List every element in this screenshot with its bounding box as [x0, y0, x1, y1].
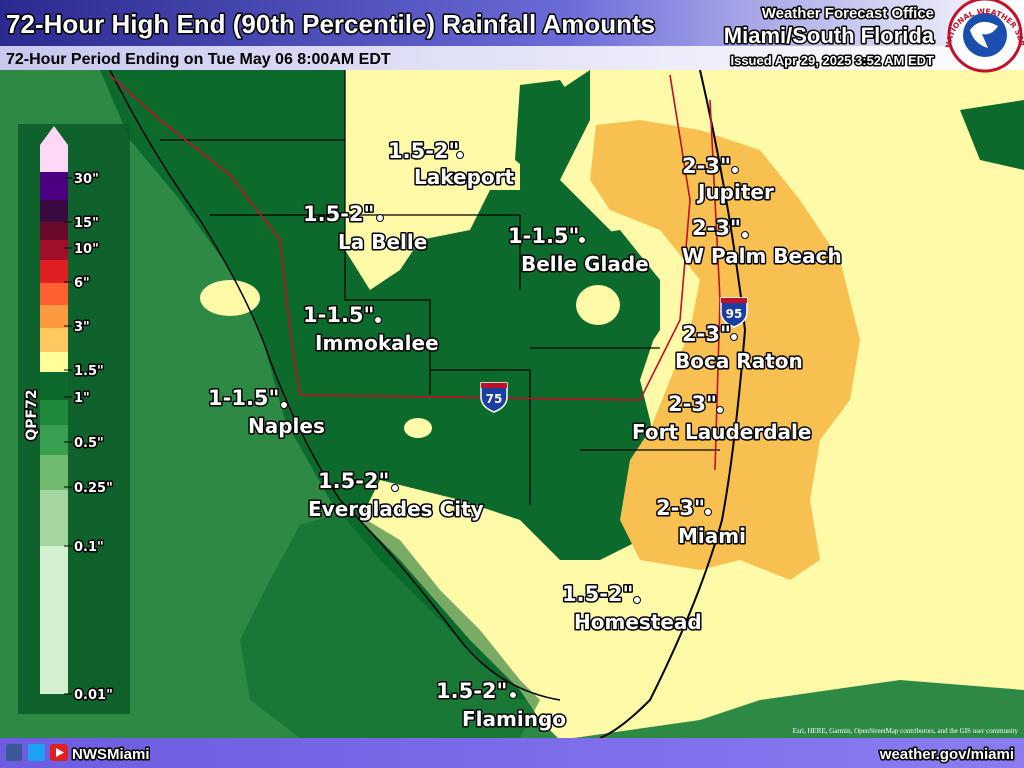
- location-name: Fort Lauderdale: [632, 420, 811, 444]
- location-dot: [704, 508, 712, 516]
- legend-title: QPF72: [24, 389, 40, 440]
- legend-swatch: [40, 222, 68, 240]
- header-bar: [0, 0, 1024, 46]
- legend-swatch: [40, 490, 68, 546]
- twitter-icon[interactable]: [28, 744, 45, 761]
- social-handle[interactable]: NWSMiami: [71, 745, 152, 765]
- legend-label: 0.01": [74, 688, 113, 703]
- location-name: Belle Glade: [521, 252, 649, 276]
- legend-label: 1": [74, 391, 90, 406]
- rainfall-amount: 1.5-2": [388, 139, 459, 163]
- rainfall-amount: 1.5-2": [436, 679, 507, 703]
- rainfall-amount: 1.5-2": [318, 469, 389, 493]
- location-dot: [456, 151, 464, 159]
- legend: QPF72 30" 15" 10" 6" 3" 1.5" 1" 0.5" 0.25" 0.1" 0.…: [18, 124, 130, 714]
- location-name: Flamingo: [462, 707, 566, 731]
- legend-label: 15": [74, 216, 99, 231]
- location-dot: [376, 214, 384, 222]
- office-label: Weather Forecast Office: [762, 5, 934, 22]
- location-name: Lakeport: [414, 165, 514, 189]
- location-name: Naples: [248, 414, 325, 438]
- location-dot: [391, 484, 399, 492]
- location-dot: [730, 333, 738, 341]
- highway-shields: 75 95: [480, 297, 748, 413]
- location-dot: [578, 236, 586, 244]
- attribution: Esri, HERE, Garmin, OpenStreetMap contri…: [793, 727, 1019, 735]
- location-dot: [280, 401, 288, 409]
- legend-swatch: [40, 455, 68, 490]
- legend-panel: [18, 124, 130, 714]
- location-dot: [741, 231, 749, 239]
- location-name: Homestead: [574, 610, 702, 634]
- subtitle-bar: [0, 46, 1024, 70]
- title: 72-Hour High End (90th Percentile) Rainf…: [6, 9, 655, 39]
- location-name: W Palm Beach: [682, 244, 842, 268]
- legend-swatch: [40, 145, 68, 172]
- rainfall-amount: 2-3": [682, 154, 731, 178]
- legend-swatch: [40, 400, 68, 425]
- legend-label: 1.5": [74, 364, 104, 379]
- legend-swatch: [40, 305, 68, 328]
- location-name: La Belle: [338, 230, 427, 254]
- rainfall-amount: 2-3": [682, 322, 731, 346]
- rainfall-amount: 1-1.5": [303, 303, 374, 327]
- map: [0, 69, 1024, 740]
- subtitle: 72-Hour Period Ending on Tue May 06 8:00…: [6, 51, 391, 68]
- location-name: Everglades City: [308, 497, 484, 521]
- legend-swatch: [40, 328, 68, 352]
- legend-label: 10": [74, 242, 99, 257]
- legend-label: 6": [74, 276, 90, 291]
- legend-swatch: [40, 283, 68, 305]
- legend-label: 30": [74, 172, 99, 187]
- location-name: Jupiter: [696, 180, 774, 204]
- rainfall-amount: 2-3": [668, 392, 717, 416]
- legend-swatch: [40, 546, 68, 694]
- legend-swatch: [40, 425, 68, 455]
- legend-swatch: [40, 172, 68, 200]
- rainfall-amount: 1-1.5": [208, 386, 279, 410]
- website[interactable]: weather.gov/miami: [877, 745, 1015, 765]
- rainfall-amount: 1.5-2": [562, 582, 633, 606]
- rainfall-amount: 2-3": [656, 496, 705, 520]
- location-dot: [716, 406, 724, 414]
- location-name: Boca Raton: [675, 349, 803, 373]
- legend-swatch: [40, 372, 68, 400]
- legend-swatch: [40, 240, 68, 260]
- legend-arrow: [40, 126, 68, 145]
- highway-shield-label: 95: [726, 307, 743, 321]
- location-dot: [731, 166, 739, 174]
- office-name: Miami/South Florida: [724, 23, 935, 48]
- location-dot: [633, 596, 641, 604]
- highway-shield-label: 75: [486, 392, 503, 406]
- legend-swatch: [40, 260, 68, 283]
- legend-swatch: [40, 200, 68, 222]
- legend-label: 0.1": [74, 540, 104, 555]
- legend-label: 3": [74, 320, 90, 335]
- rainfall-amount: 1-1.5": [508, 224, 579, 248]
- location-dot: [509, 691, 517, 699]
- issued-time: Issued Apr 29, 2025 3:52 AM EDT: [730, 53, 934, 68]
- location-name: Immokalee: [315, 331, 439, 355]
- location-name: Miami: [678, 524, 746, 548]
- legend-label: 0.25": [74, 481, 113, 496]
- location-dot: [374, 316, 382, 324]
- legend-swatch: [40, 352, 68, 372]
- facebook-icon[interactable]: [6, 744, 22, 761]
- footer-bar: [0, 738, 1024, 768]
- rainfall-amount: 2-3": [692, 216, 741, 240]
- legend-label: 0.5": [74, 436, 104, 451]
- rainfall-amount: 1.5-2": [303, 202, 374, 226]
